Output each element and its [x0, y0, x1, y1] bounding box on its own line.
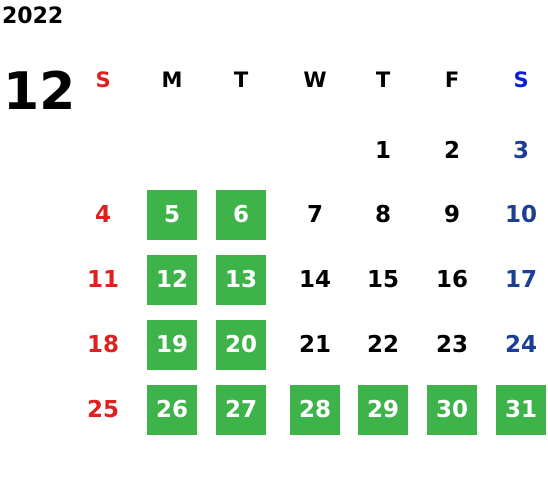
day: 25 — [86, 397, 119, 423]
weekday-header: S — [95, 68, 111, 92]
day: 2 — [443, 138, 460, 164]
weekday-header: T — [375, 68, 391, 92]
day: 11 — [86, 267, 119, 293]
highlighted-day: 27 — [216, 385, 266, 435]
day: 4 — [94, 202, 111, 228]
day: 22 — [366, 332, 399, 358]
highlighted-day: 5 — [147, 190, 197, 240]
weekday-header: M — [161, 68, 183, 92]
day: 23 — [435, 332, 468, 358]
weekday-header: F — [444, 68, 460, 92]
day: 10 — [504, 202, 537, 228]
highlighted-day: 29 — [358, 385, 408, 435]
day: 16 — [435, 267, 468, 293]
highlighted-day: 19 — [147, 320, 197, 370]
day: 17 — [504, 267, 537, 293]
day: 9 — [443, 202, 460, 228]
weekday-header: S — [513, 68, 529, 92]
highlighted-day: 31 — [496, 385, 546, 435]
highlighted-day: 13 — [216, 255, 266, 305]
day: 1 — [374, 138, 391, 164]
highlighted-day: 30 — [427, 385, 477, 435]
day: 18 — [86, 332, 119, 358]
highlighted-day: 6 — [216, 190, 266, 240]
month: 12 — [3, 62, 76, 122]
day: 8 — [374, 202, 391, 228]
highlighted-day: 12 — [147, 255, 197, 305]
day: 7 — [306, 202, 323, 228]
day: 3 — [512, 138, 529, 164]
highlighted-day: 28 — [290, 385, 340, 435]
year: 2022 — [2, 4, 64, 29]
weekday-header: T — [233, 68, 249, 92]
day: 14 — [298, 267, 331, 293]
day: 24 — [504, 332, 537, 358]
highlighted-day: 20 — [216, 320, 266, 370]
day: 21 — [298, 332, 331, 358]
day: 15 — [366, 267, 399, 293]
weekday-header: W — [303, 68, 327, 92]
highlighted-day: 26 — [147, 385, 197, 435]
